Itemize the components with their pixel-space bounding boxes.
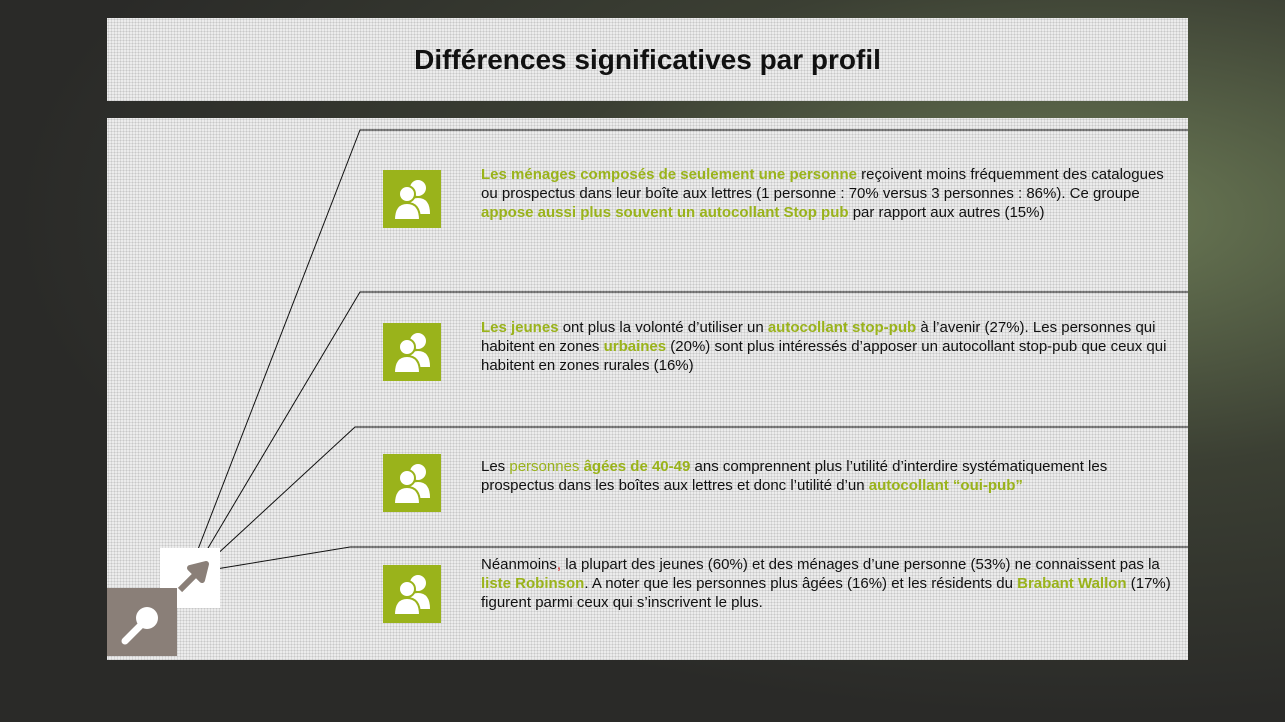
paragraph: Néanmoins, la plupart des jeunes (60%) e… <box>481 555 1181 612</box>
highlight: , <box>556 556 562 573</box>
profile-icon <box>383 323 441 381</box>
text-run: Néanmoins <box>481 556 557 573</box>
highlight: liste Robinson <box>481 575 585 592</box>
title-band: Différences significatives par profil <box>107 18 1188 101</box>
text-run: (17%) figurent parmi ceux qui s’inscrive… <box>481 575 1171 611</box>
highlight: autocollant stop-pub <box>767 319 917 336</box>
highlight: personnes <box>509 458 580 475</box>
highlight: urbaines <box>603 338 667 355</box>
profile-icon <box>383 565 441 623</box>
text-run: (20%) sont plus intéressés d’apposer un … <box>481 338 1167 374</box>
text-run: la plupart des jeunes (60%) et des ménag… <box>561 556 1160 573</box>
highlight: Les jeunes <box>481 319 559 336</box>
text-run: . A noter que les personnes plus âgées (… <box>584 575 1018 592</box>
highlight: appose aussi plus souvent un autocollant… <box>481 204 849 221</box>
magnifier-box <box>107 588 177 656</box>
title: Différences significatives par profil <box>414 43 881 75</box>
paragraph: Les ménages composés de seulement une pe… <box>481 165 1181 222</box>
profile-icon <box>383 170 441 228</box>
profile-icon <box>383 454 441 512</box>
paragraph: Les jeunes ont plus la volonté d’utilise… <box>481 318 1181 375</box>
text-run: Les <box>481 458 510 475</box>
text-run: ont plus la volonté d’utiliser un <box>558 319 768 336</box>
highlight: Les ménages composés de seulement une pe… <box>481 166 857 183</box>
text-run: à l’avenir (27%). Les personnes qui habi… <box>481 319 1156 355</box>
arrow-box <box>160 548 220 608</box>
text-run: ans comprennent plus l’utilité d’interdi… <box>481 458 1108 494</box>
text-run: par rapport aux autres (15%) <box>848 204 1045 221</box>
highlight: âgées de 40-49 <box>583 458 691 475</box>
paragraph: Les personnes âgées de 40-49 ans compren… <box>481 457 1181 495</box>
content-panel <box>107 118 1188 660</box>
highlight: autocollant “oui-pub” <box>868 477 1023 494</box>
text-run: reçoivent moins fréquemment des catalogu… <box>481 166 1164 202</box>
highlight: Brabant Wallon <box>1017 575 1127 592</box>
